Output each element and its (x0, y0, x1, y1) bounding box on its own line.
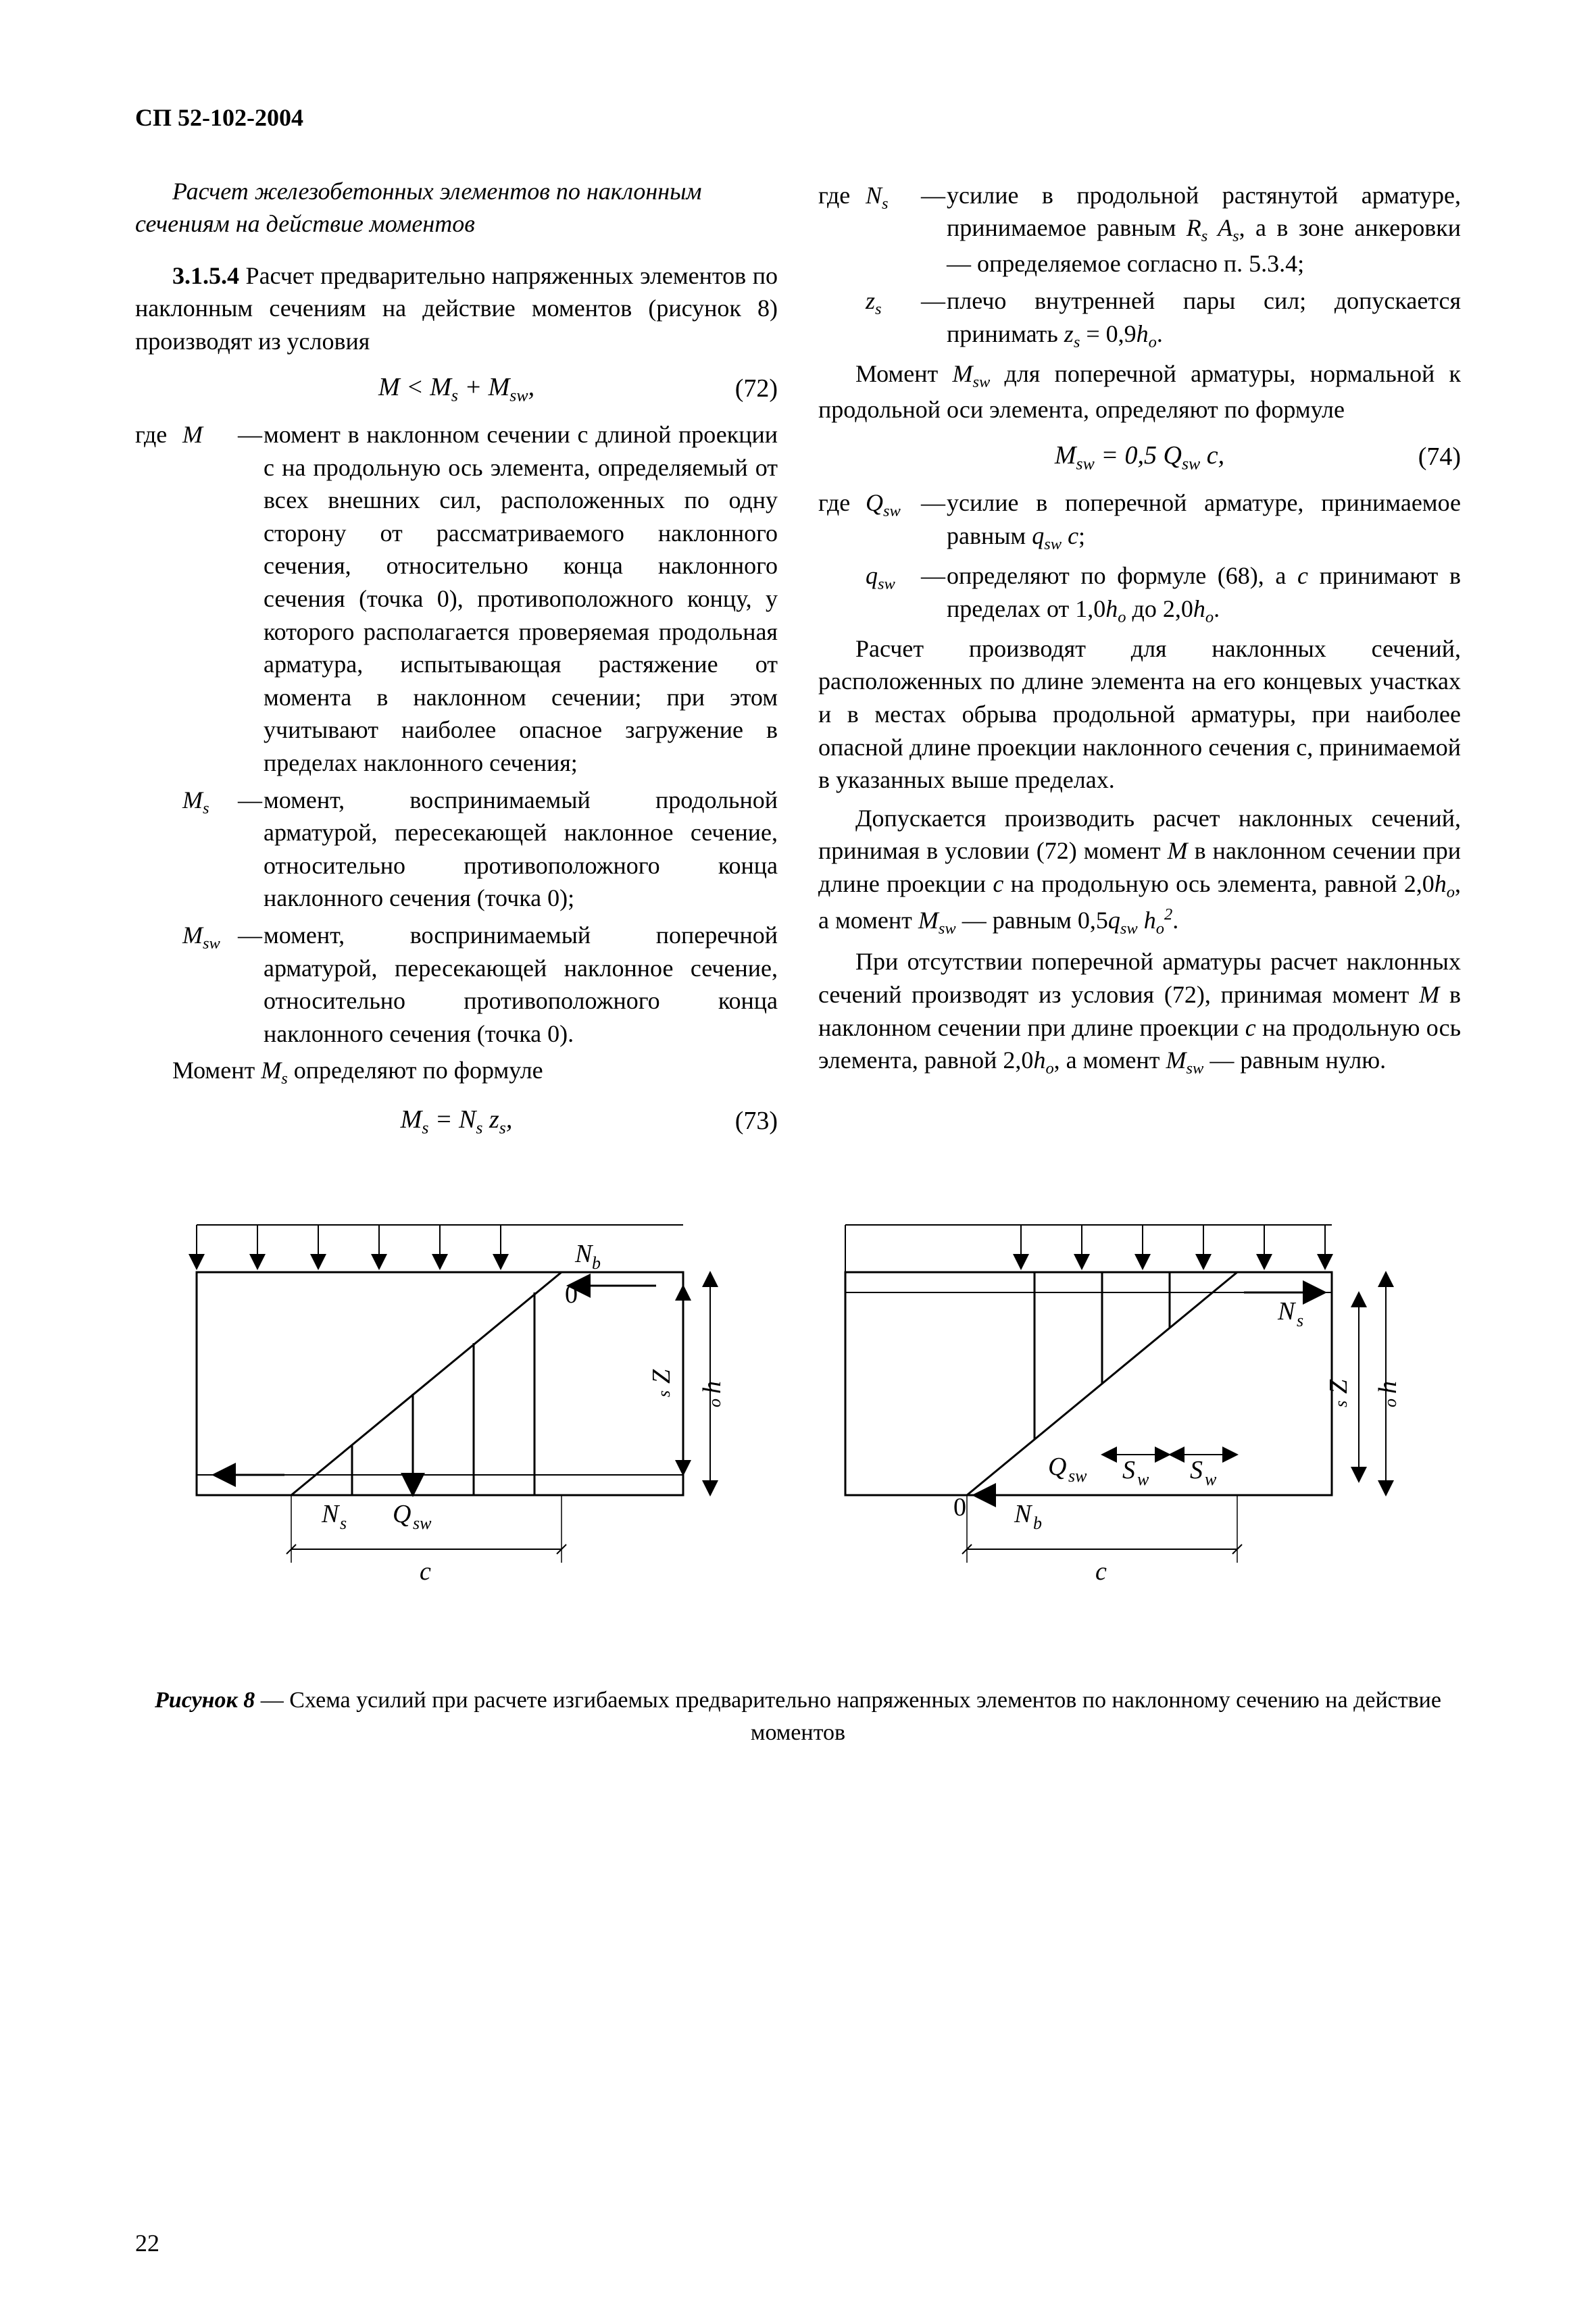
svg-text:Z: Z (1324, 1379, 1353, 1394)
where-list-73: где Ns — усилие в продольной растянутой … (818, 179, 1461, 353)
para-Msw-intro: Момент Msw для поперечной арматуры, норм… (818, 357, 1461, 426)
para-r3: При отсутствии поперечной арматуры расче… (818, 945, 1461, 1080)
svg-text:w: w (1137, 1469, 1149, 1489)
svg-text:h: h (698, 1381, 726, 1394)
svg-text:S: S (1190, 1456, 1203, 1484)
where-zs-sym: zs (866, 284, 920, 320)
para-r2: Допускается производить расчет наклонных… (818, 802, 1461, 940)
where-Msw-sym: Msw (182, 919, 236, 955)
where-Ns: где Ns — усилие в продольной растянутой … (818, 179, 1461, 280)
eq74-body: Msw = 0,5 Qsw c, (1055, 438, 1224, 476)
svg-text:b: b (1033, 1513, 1042, 1533)
svg-text:N: N (1014, 1500, 1033, 1528)
svg-text:0: 0 (565, 1280, 578, 1309)
svg-text:w: w (1205, 1469, 1217, 1489)
svg-text:N: N (574, 1240, 594, 1268)
figure-dash: — (255, 1688, 289, 1713)
eq72-number: (72) (735, 372, 778, 406)
where-Ms: Ms — момент, воспринимаемый продольной а… (135, 784, 778, 915)
svg-text:N: N (1277, 1297, 1297, 1326)
eq72-body: M < Ms + Msw, (378, 370, 534, 407)
svg-text:s: s (1331, 1401, 1351, 1407)
figure-label: Рисунок 8 (155, 1688, 255, 1713)
svg-text:s: s (340, 1513, 347, 1533)
where-qsw-sym: qsw (866, 559, 920, 595)
svg-text:sw: sw (413, 1513, 432, 1533)
where-M-sym: M (182, 418, 236, 451)
eq73-number: (73) (735, 1104, 778, 1138)
where-Msw-def: момент, воспринимаемый поперечной армату… (264, 919, 778, 1050)
where-Qsw-sym: Qsw (866, 486, 920, 522)
where-Ns-sym: Ns (866, 179, 920, 215)
equation-73: Ms = Ns zs, (73) (135, 1103, 778, 1140)
page-number: 22 (135, 2227, 159, 2260)
where-list-74: где Qsw — усилие в поперечной арматуре, … (818, 486, 1461, 628)
two-column-layout: Расчет железобетонных элементов по накло… (135, 175, 1461, 1151)
svg-text:s: s (654, 1390, 674, 1397)
where-zs: zs — плечо внутренней пары сил; допускае… (818, 284, 1461, 353)
where-label: где (818, 486, 866, 520)
left-diagram: Nb 0 Qsw Ns ho Zs c (197, 1225, 726, 1586)
figure-8: Nb 0 Qsw Ns ho Zs c (135, 1218, 1461, 1749)
right-diagram: Ns Qsw Sw Sw Nb 0 Zs ho (845, 1225, 1402, 1586)
eq73-body: Ms = Ns zs, (401, 1103, 513, 1140)
svg-text:Z: Z (647, 1369, 676, 1384)
left-column: Расчет железобетонных элементов по накло… (135, 175, 778, 1151)
where-label: где (135, 418, 182, 451)
svg-text:Q: Q (1048, 1453, 1066, 1481)
svg-text:sw: sw (1068, 1466, 1087, 1486)
where-M: где M — момент в наклонном сечении с дли… (135, 418, 778, 780)
dash: — (236, 418, 264, 451)
where-Qsw-def: усилие в поперечной арматуре, принимаемо… (947, 486, 1461, 555)
where-Ms-def: момент, воспринимаемый продольной армату… (264, 784, 778, 915)
where-Ns-def: усилие в продольной растянутой арматуре,… (947, 179, 1461, 280)
svg-text:o: o (1380, 1399, 1400, 1407)
eq74-number: (74) (1418, 440, 1461, 474)
svg-text:S: S (1122, 1456, 1135, 1484)
figure-8-caption: Рисунок 8 — Схема усилий при расчете изг… (135, 1684, 1461, 1749)
svg-text:o: o (705, 1399, 724, 1407)
doc-code: СП 52-102-2004 (135, 101, 1461, 134)
svg-text:h: h (1374, 1381, 1402, 1394)
svg-text:s: s (1297, 1311, 1303, 1330)
where-Msw: Msw — момент, воспринимаемый поперечной … (135, 919, 778, 1050)
where-qsw: qsw — определяют по формуле (68), а c пр… (818, 559, 1461, 628)
para-r1: Расчет производят для наклонных сечений,… (818, 632, 1461, 797)
para-3-1-5-4: 3.1.5.4 Расчет предварительно напряженны… (135, 259, 778, 358)
where-Qsw: где Qsw — усилие в поперечной арматуре, … (818, 486, 1461, 555)
svg-text:c: c (1095, 1557, 1107, 1586)
equation-72: M < Ms + Msw, (72) (135, 370, 778, 407)
where-list-72: где M — момент в наклонном сечении с дли… (135, 418, 778, 1050)
where-zs-def: плечо внутренней пары сил; допускается п… (947, 284, 1461, 353)
figure-8-svg: Nb 0 Qsw Ns ho Zs c (156, 1218, 1440, 1644)
equation-74: Msw = 0,5 Qsw c, (74) (818, 438, 1461, 476)
svg-text:N: N (321, 1500, 341, 1528)
svg-text:0: 0 (953, 1493, 966, 1521)
where-M-def: момент в наклонном сечении с длиной прое… (264, 418, 778, 780)
where-label: где (818, 179, 866, 212)
svg-text:c: c (420, 1557, 431, 1586)
where-qsw-def: определяют по формуле (68), а c принимаю… (947, 559, 1461, 628)
figure-caption-text: Схема усилий при расчете изгибаемых пред… (289, 1688, 1441, 1745)
where-Ms-sym: Ms (182, 784, 236, 820)
svg-text:b: b (592, 1253, 601, 1273)
subsection-heading: Расчет железобетонных элементов по накло… (135, 175, 778, 241)
svg-text:Q: Q (393, 1500, 411, 1528)
right-column: где Ns — усилие в продольной растянутой … (818, 175, 1461, 1151)
para-Ms-intro: Момент Ms определяют по формуле (135, 1054, 778, 1090)
